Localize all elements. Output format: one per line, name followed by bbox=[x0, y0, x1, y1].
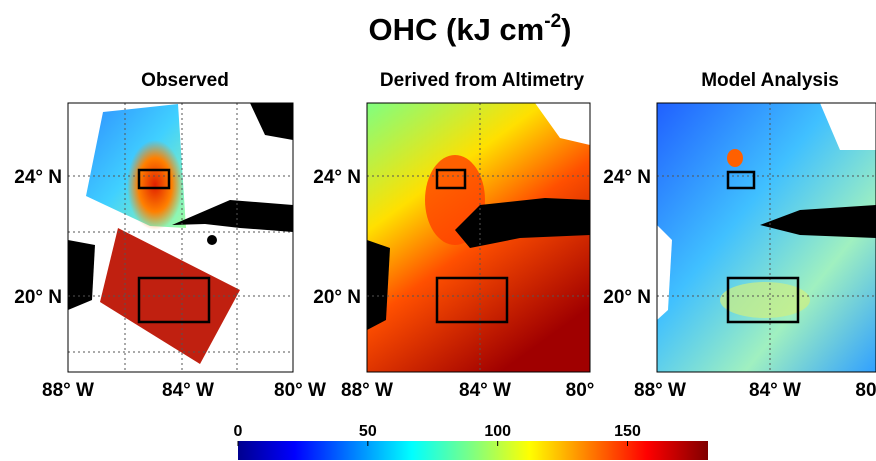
y-label: 24° N bbox=[603, 167, 651, 188]
figure-title: OHC (kJ cm-2) bbox=[369, 11, 572, 47]
warm-area bbox=[720, 282, 810, 318]
x-label: 80° W bbox=[274, 380, 326, 401]
land bbox=[820, 103, 876, 150]
land bbox=[455, 198, 590, 248]
panel-model: Model Analysis 24° N 20° N 88° W 84° W 8… bbox=[603, 70, 876, 401]
warm-spot bbox=[727, 149, 743, 167]
x-label: 88° W bbox=[634, 380, 686, 401]
y-label: 20° N bbox=[14, 287, 62, 308]
map-frame bbox=[366, 102, 591, 373]
x-label: 88° W bbox=[341, 380, 393, 401]
land bbox=[207, 235, 217, 245]
colorbar bbox=[238, 441, 708, 460]
land bbox=[535, 103, 590, 145]
study-box bbox=[435, 168, 467, 190]
land bbox=[250, 103, 293, 140]
map-frame bbox=[656, 102, 876, 373]
x-label: 84° W bbox=[162, 380, 214, 401]
panel-altimetry: Derived from Altimetry 24° N 20° N 88° W… bbox=[313, 70, 594, 401]
land bbox=[367, 240, 390, 330]
land bbox=[172, 200, 293, 232]
map-frame bbox=[67, 102, 294, 373]
x-label: 80 bbox=[855, 380, 876, 401]
land bbox=[760, 205, 876, 238]
x-label: 88° W bbox=[42, 380, 94, 401]
panel-title: Observed bbox=[141, 70, 229, 91]
panel-observed: Observed 24° N 20° N 88° W 84° W 80° W bbox=[14, 70, 326, 401]
colorbar-tick-label: 100 bbox=[484, 423, 511, 440]
y-label: 24° N bbox=[14, 167, 62, 188]
colorbar-tick-label: 0 bbox=[234, 423, 243, 440]
colorbar-ticks: 0 50 100 150 bbox=[234, 423, 641, 446]
panel-title: Model Analysis bbox=[701, 70, 839, 91]
study-box bbox=[435, 276, 509, 324]
colorbar-tick-label: 150 bbox=[614, 423, 641, 440]
x-label: 80° bbox=[566, 380, 595, 401]
x-label: 84° W bbox=[459, 380, 511, 401]
x-label: 84° W bbox=[749, 380, 801, 401]
y-label: 20° N bbox=[603, 287, 651, 308]
study-box bbox=[137, 276, 211, 324]
warm-spot bbox=[127, 140, 183, 230]
y-label: 24° N bbox=[313, 167, 361, 188]
y-label: 20° N bbox=[313, 287, 361, 308]
land bbox=[68, 240, 95, 310]
study-box bbox=[726, 276, 800, 324]
panel-title: Derived from Altimetry bbox=[380, 70, 585, 91]
study-box bbox=[726, 170, 756, 190]
colorbar-tick-label: 50 bbox=[359, 423, 377, 440]
study-box bbox=[137, 168, 171, 190]
